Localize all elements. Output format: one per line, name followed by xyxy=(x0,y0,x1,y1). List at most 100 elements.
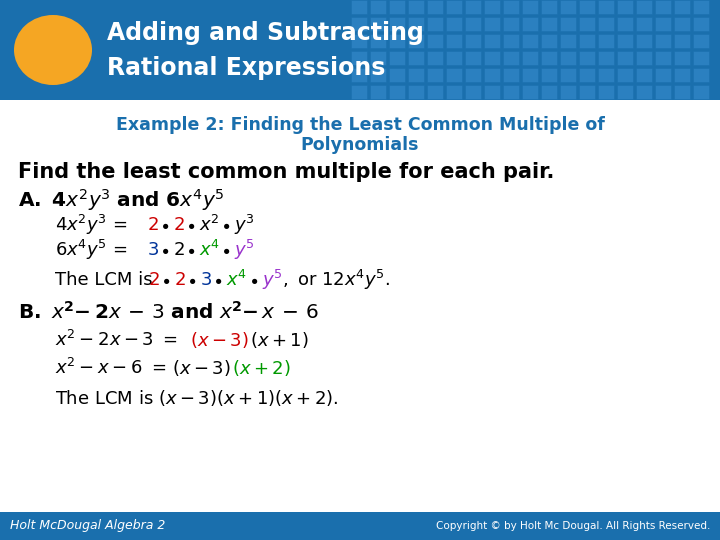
FancyBboxPatch shape xyxy=(693,0,709,14)
FancyBboxPatch shape xyxy=(408,85,424,99)
FancyBboxPatch shape xyxy=(655,0,671,14)
FancyBboxPatch shape xyxy=(351,17,367,31)
FancyBboxPatch shape xyxy=(655,34,671,48)
Text: Example 2: Finding the Least Common Multiple of: Example 2: Finding the Least Common Mult… xyxy=(116,116,604,134)
FancyBboxPatch shape xyxy=(560,34,576,48)
FancyBboxPatch shape xyxy=(579,34,595,48)
Text: $\bullet$: $\bullet$ xyxy=(220,241,230,259)
FancyBboxPatch shape xyxy=(617,51,633,65)
FancyBboxPatch shape xyxy=(465,34,481,48)
FancyBboxPatch shape xyxy=(655,68,671,82)
FancyBboxPatch shape xyxy=(560,85,576,99)
FancyBboxPatch shape xyxy=(484,68,500,82)
FancyBboxPatch shape xyxy=(351,68,367,82)
FancyBboxPatch shape xyxy=(674,68,690,82)
Text: $y^5$: $y^5$ xyxy=(262,268,283,292)
Text: $\mathbf{B.}\ \mathbf{\it{x}}^{\mathbf{2}}\mathbf{-\,2\it{x}\,-\,3}\ \mathbf{and: $\mathbf{B.}\ \mathbf{\it{x}}^{\mathbf{2… xyxy=(18,301,318,323)
FancyBboxPatch shape xyxy=(655,17,671,31)
FancyBboxPatch shape xyxy=(617,17,633,31)
FancyBboxPatch shape xyxy=(598,68,614,82)
FancyBboxPatch shape xyxy=(541,17,557,31)
Text: $2$: $2$ xyxy=(173,216,185,234)
FancyBboxPatch shape xyxy=(693,68,709,82)
FancyBboxPatch shape xyxy=(370,51,386,65)
FancyBboxPatch shape xyxy=(484,34,500,48)
FancyBboxPatch shape xyxy=(427,68,443,82)
Text: The LCM is: The LCM is xyxy=(55,271,158,289)
FancyBboxPatch shape xyxy=(389,68,405,82)
FancyBboxPatch shape xyxy=(579,51,595,65)
FancyBboxPatch shape xyxy=(674,34,690,48)
Text: $3$: $3$ xyxy=(147,241,159,259)
Text: $x^4$: $x^4$ xyxy=(199,240,220,260)
FancyBboxPatch shape xyxy=(465,17,481,31)
FancyBboxPatch shape xyxy=(636,34,652,48)
FancyBboxPatch shape xyxy=(370,68,386,82)
Text: $x^2-2x-3\ =\ $: $x^2-2x-3\ =\ $ xyxy=(55,330,178,350)
FancyBboxPatch shape xyxy=(598,34,614,48)
FancyBboxPatch shape xyxy=(560,17,576,31)
FancyBboxPatch shape xyxy=(484,0,500,14)
FancyBboxPatch shape xyxy=(522,51,538,65)
FancyBboxPatch shape xyxy=(674,17,690,31)
FancyBboxPatch shape xyxy=(522,0,538,14)
Text: $(x-3)$: $(x-3)$ xyxy=(172,358,230,378)
Text: $\bullet$: $\bullet$ xyxy=(160,271,170,289)
Text: $x^2-x-6\ =\ $: $x^2-x-6\ =\ $ xyxy=(55,358,166,378)
FancyBboxPatch shape xyxy=(579,85,595,99)
FancyBboxPatch shape xyxy=(427,51,443,65)
FancyBboxPatch shape xyxy=(636,17,652,31)
Text: $\bullet$: $\bullet$ xyxy=(185,241,195,259)
FancyBboxPatch shape xyxy=(0,0,720,100)
FancyBboxPatch shape xyxy=(636,51,652,65)
FancyBboxPatch shape xyxy=(636,85,652,99)
Text: $x^4$: $x^4$ xyxy=(226,270,247,290)
FancyBboxPatch shape xyxy=(351,51,367,65)
FancyBboxPatch shape xyxy=(655,51,671,65)
FancyBboxPatch shape xyxy=(389,0,405,14)
Text: $\bullet$: $\bullet$ xyxy=(185,216,195,234)
FancyBboxPatch shape xyxy=(579,17,595,31)
Text: $4x^2y^3\,=\,$: $4x^2y^3\,=\,$ xyxy=(55,213,128,237)
FancyBboxPatch shape xyxy=(617,0,633,14)
FancyBboxPatch shape xyxy=(370,0,386,14)
FancyBboxPatch shape xyxy=(465,51,481,65)
Text: $2$: $2$ xyxy=(174,271,186,289)
FancyBboxPatch shape xyxy=(598,0,614,14)
Text: $\bullet$: $\bullet$ xyxy=(248,271,258,289)
Text: Find the least common multiple for each pair.: Find the least common multiple for each … xyxy=(18,162,554,182)
FancyBboxPatch shape xyxy=(408,0,424,14)
Text: $2$: $2$ xyxy=(147,216,158,234)
FancyBboxPatch shape xyxy=(0,512,720,540)
FancyBboxPatch shape xyxy=(446,85,462,99)
FancyBboxPatch shape xyxy=(427,85,443,99)
Text: $\mathbf{A.}\ \mathbf{4}x^2y^3\ \mathbf{and}\ \mathbf{6}x^4y^5$: $\mathbf{A.}\ \mathbf{4}x^2y^3\ \mathbf{… xyxy=(18,187,225,213)
FancyBboxPatch shape xyxy=(370,17,386,31)
FancyBboxPatch shape xyxy=(351,85,367,99)
Text: $(x-3)$: $(x-3)$ xyxy=(190,330,248,350)
Text: $x^2$: $x^2$ xyxy=(199,215,220,235)
FancyBboxPatch shape xyxy=(617,34,633,48)
Text: $2$: $2$ xyxy=(148,271,160,289)
FancyBboxPatch shape xyxy=(522,34,538,48)
FancyBboxPatch shape xyxy=(465,85,481,99)
FancyBboxPatch shape xyxy=(617,85,633,99)
FancyBboxPatch shape xyxy=(674,85,690,99)
Text: Copyright © by Holt Mc Dougal. All Rights Reserved.: Copyright © by Holt Mc Dougal. All Right… xyxy=(436,521,710,531)
FancyBboxPatch shape xyxy=(389,34,405,48)
FancyBboxPatch shape xyxy=(446,17,462,31)
FancyBboxPatch shape xyxy=(408,34,424,48)
FancyBboxPatch shape xyxy=(446,51,462,65)
Text: The LCM is $(x-3)(x+1)(x+2).$: The LCM is $(x-3)(x+1)(x+2).$ xyxy=(55,388,338,408)
FancyBboxPatch shape xyxy=(408,17,424,31)
Text: $y^5$: $y^5$ xyxy=(234,238,255,262)
FancyBboxPatch shape xyxy=(522,85,538,99)
FancyBboxPatch shape xyxy=(674,0,690,14)
Text: $(x+2)$: $(x+2)$ xyxy=(232,358,291,378)
FancyBboxPatch shape xyxy=(541,68,557,82)
FancyBboxPatch shape xyxy=(446,34,462,48)
Text: $\bullet$: $\bullet$ xyxy=(186,271,197,289)
Text: $y^3$: $y^3$ xyxy=(234,213,255,237)
FancyBboxPatch shape xyxy=(522,68,538,82)
FancyBboxPatch shape xyxy=(427,17,443,31)
